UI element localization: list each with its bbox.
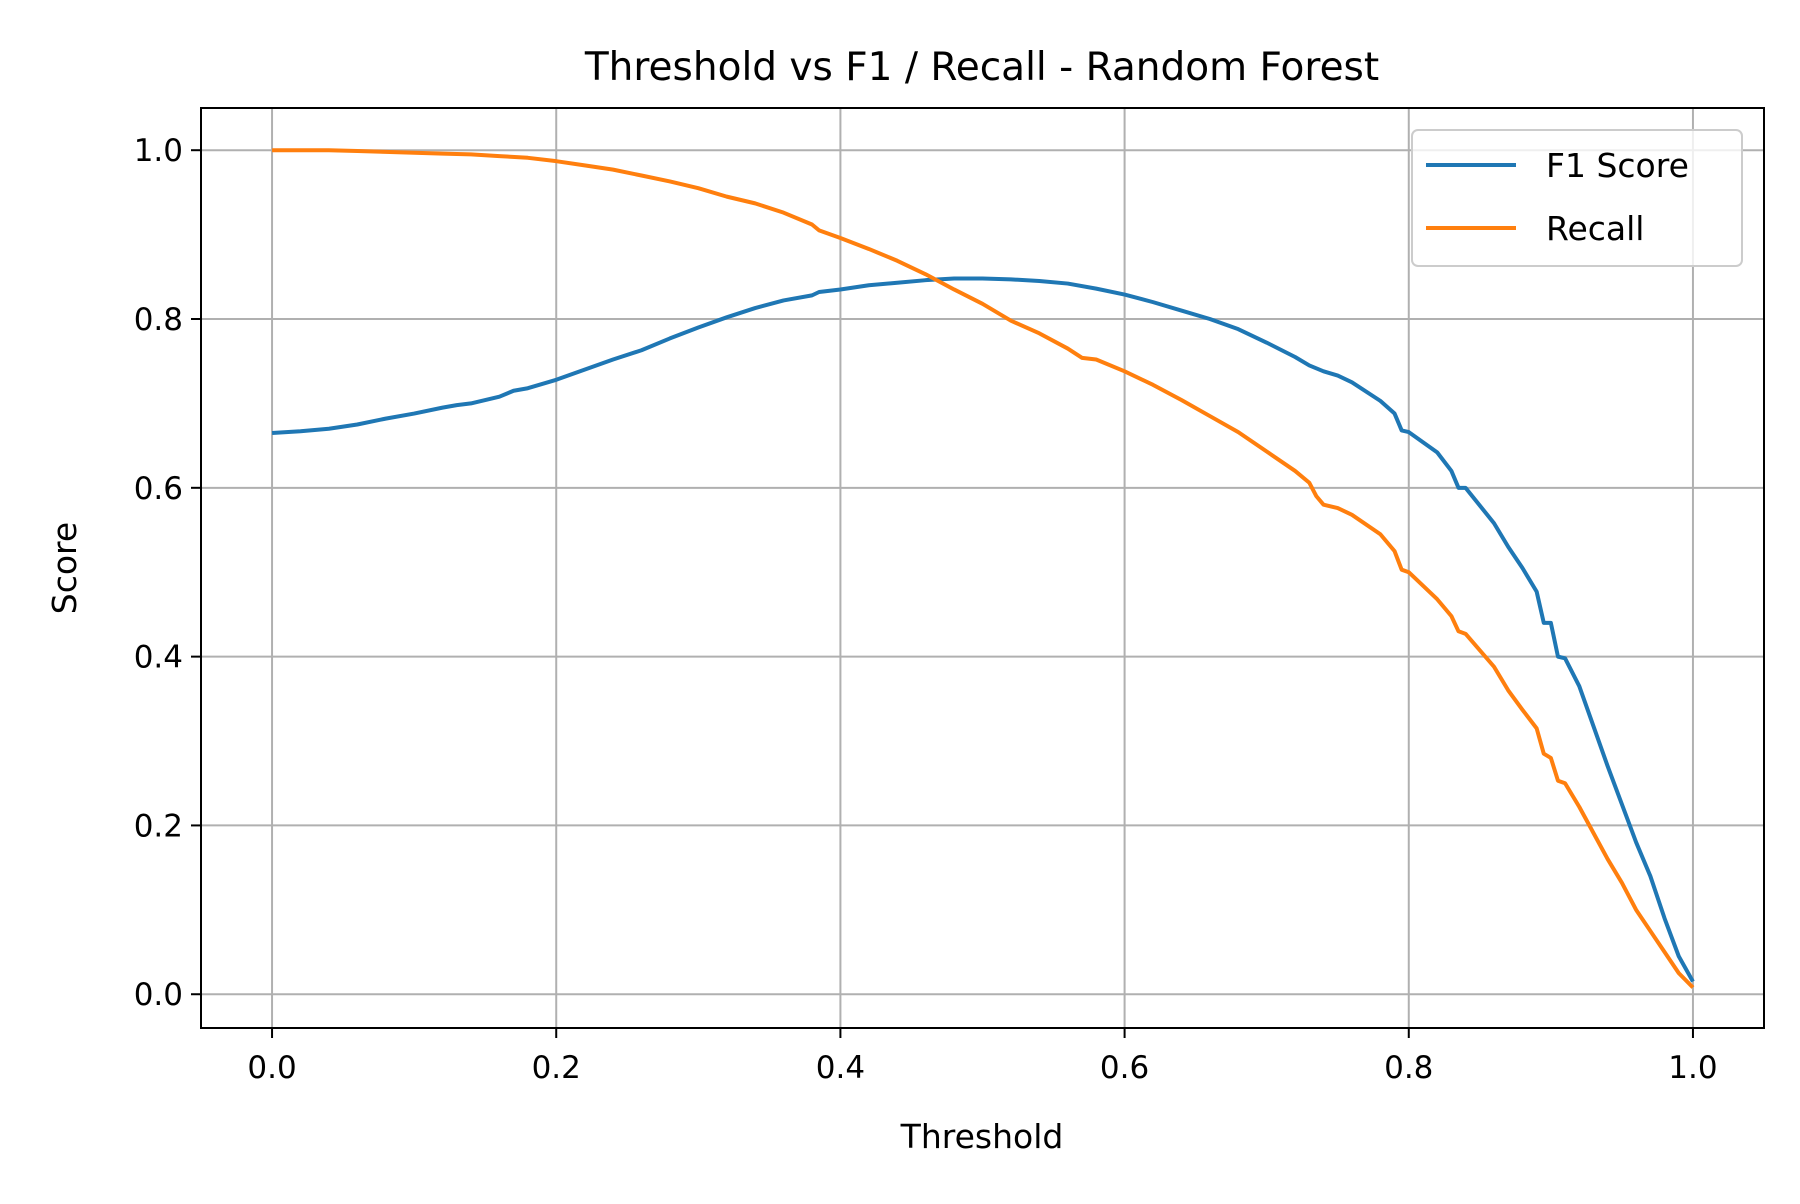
x-tick-label: 0.8 bbox=[1384, 1050, 1433, 1086]
y-tick-label: 0.2 bbox=[134, 808, 183, 844]
y-tick-label: 1.0 bbox=[134, 133, 183, 169]
chart-title: Threshold vs F1 / Recall - Random Forest bbox=[584, 45, 1379, 90]
series-lines bbox=[271, 148, 1695, 989]
y-tick-label: 0.6 bbox=[134, 471, 183, 507]
grid bbox=[201, 108, 1764, 1028]
legend-label-f1-score: F1 Score bbox=[1546, 146, 1689, 185]
x-tick-label: 1.0 bbox=[1668, 1050, 1717, 1086]
legend-label-recall: Recall bbox=[1546, 209, 1644, 248]
y-axis-title: Score bbox=[45, 522, 84, 614]
y-tick-label: 0.0 bbox=[134, 977, 183, 1013]
x-tick-label: 0.2 bbox=[532, 1050, 581, 1086]
x-tick-label: 0.6 bbox=[1100, 1050, 1149, 1086]
legend: F1 Score Recall bbox=[1411, 129, 1743, 267]
series-line-f1-score bbox=[271, 276, 1695, 983]
x-tick-label: 0.4 bbox=[816, 1050, 865, 1086]
series-line-recall bbox=[272, 148, 1695, 989]
x-axis-title: Threshold bbox=[900, 1117, 1064, 1156]
y-tick-label: 0.4 bbox=[134, 640, 183, 676]
plot-area-frame bbox=[200, 107, 1765, 1029]
x-tick-label: 0.0 bbox=[247, 1050, 296, 1086]
x-axis-ticks: 0.0 0.2 0.4 0.6 0.8 1.0 bbox=[247, 1028, 1718, 1086]
y-axis-ticks: 0.0 0.2 0.4 0.6 0.8 1.0 bbox=[134, 133, 201, 1013]
y-tick-label: 0.8 bbox=[134, 302, 183, 338]
